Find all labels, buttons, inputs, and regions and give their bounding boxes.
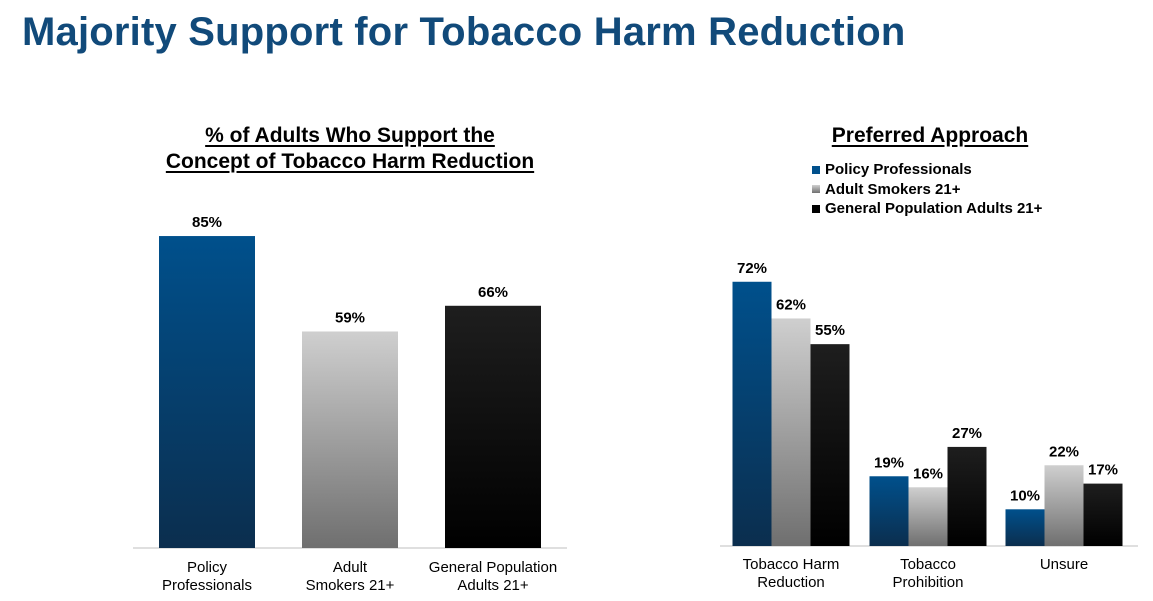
right-tick-label-unsure-1: Unsure	[1040, 556, 1088, 573]
right-tick-label-prohibition-1: Tobacco	[900, 556, 956, 573]
right-bar-harm-reduction-general	[810, 344, 850, 546]
left-tick-label-general-2: Adults 21+	[457, 577, 529, 594]
left-tick-label-smokers-1: Adult	[333, 559, 368, 576]
legend-label-general: General Population Adults 21+	[825, 200, 1043, 217]
right-chart-title: Preferred Approach	[795, 123, 1065, 149]
left-data-label-smokers: 59%	[335, 309, 365, 326]
legend-item-general: General Population Adults 21+	[812, 199, 1042, 219]
right-tick-label-harm-reduction-1: Tobacco Harm	[743, 556, 840, 573]
right-data-label-unsure-general: 17%	[1088, 462, 1118, 479]
right-data-label-prohibition-policy: 19%	[874, 454, 904, 471]
right-tick-label-harm-reduction-2: Reduction	[757, 574, 825, 591]
right-data-label-prohibition-general: 27%	[952, 425, 982, 442]
legend-swatch-policy	[812, 165, 820, 174]
right-data-label-harm-reduction-smokers: 62%	[776, 296, 806, 313]
right-bar-harm-reduction-policy	[732, 281, 772, 546]
legend-label-smokers: Adult Smokers 21+	[825, 180, 961, 198]
right-chart-legend: Policy Professionals Adult Smokers 21+ G…	[812, 160, 1042, 219]
right-data-label-prohibition-smokers: 16%	[913, 465, 943, 482]
right-bar-prohibition-policy	[869, 476, 909, 546]
left-chart-title-line-1: % of Adults Who Support the	[205, 124, 495, 147]
left-tick-label-policy-1: Policy	[187, 559, 228, 576]
legend-swatch-general	[812, 204, 820, 213]
left-bar-general	[445, 305, 541, 548]
right-data-label-harm-reduction-policy: 72%	[737, 260, 767, 277]
right-bar-harm-reduction-smokers	[771, 318, 811, 546]
left-data-label-general: 66%	[478, 284, 508, 301]
left-chart-title-line-2: Concept of Tobacco Harm Reduction	[165, 150, 535, 173]
right-tick-label-prohibition-2: Prohibition	[893, 574, 964, 591]
right-data-label-harm-reduction-general: 55%	[815, 322, 845, 339]
left-data-label-policy: 85%	[192, 214, 222, 231]
left-tick-label-general-1: General Population	[429, 559, 557, 576]
legend-item-policy: Policy Professionals	[812, 160, 1042, 180]
right-chart-title-line-1: Preferred Approach	[831, 124, 1029, 147]
right-data-label-unsure-smokers: 22%	[1049, 443, 1079, 460]
right-data-label-unsure-policy: 10%	[1010, 487, 1040, 504]
left-tick-label-smokers-2: Smokers 21+	[306, 577, 395, 594]
left-bar-policy	[159, 236, 255, 549]
right-bar-prohibition-general	[947, 446, 987, 546]
right-bar-unsure-smokers	[1044, 465, 1084, 546]
legend-swatch-smokers	[812, 185, 820, 194]
left-tick-label-policy-2: Professionals	[162, 577, 252, 594]
legend-label-policy: Policy Professionals	[825, 161, 972, 178]
left-bar-smokers	[302, 331, 398, 548]
legend-item-smokers: Adult Smokers 21+	[812, 180, 1042, 200]
right-bar-unsure-policy	[1005, 509, 1045, 546]
left-chart-title: % of Adults Who Support the Concept of T…	[120, 123, 580, 175]
right-bar-prohibition-smokers	[908, 487, 948, 546]
right-bar-unsure-general	[1083, 483, 1123, 546]
page-title: Majority Support for Tobacco Harm Reduct…	[22, 10, 906, 54]
